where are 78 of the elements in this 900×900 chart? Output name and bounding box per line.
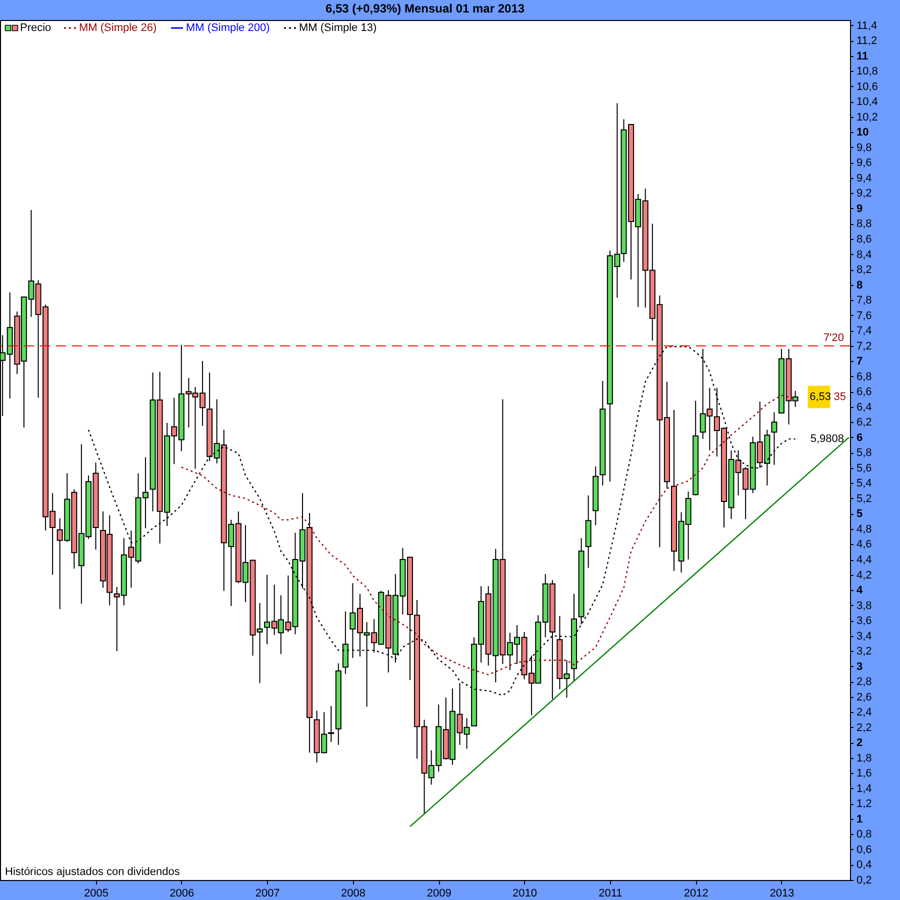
y-tick-label: 4,4	[856, 554, 872, 566]
y-tick-label: 0,2	[856, 874, 872, 886]
ref-line-label: 7'20	[824, 332, 844, 344]
candlestick	[342, 610, 348, 674]
x-tick-label: 2005	[84, 888, 108, 900]
y-tick-label: 5,2	[856, 492, 872, 505]
x-tick-label: 2009	[426, 888, 452, 900]
y-tick-label: 3,2	[856, 646, 872, 658]
y-tick-label: 6,8	[856, 370, 872, 383]
y-tick-label: 1,2	[856, 798, 872, 810]
y-tick-label: 0,8	[856, 828, 872, 841]
legend-label: MM (Simple 200)	[186, 22, 270, 34]
y-tick-label: 10,4	[856, 96, 878, 108]
legend-label: MM (Simple 26)	[79, 22, 157, 34]
x-tick-label: 2010	[512, 888, 538, 900]
y-tick-label: 10,2	[856, 111, 878, 124]
x-tick-label: 2013	[770, 888, 794, 900]
annotation: 35	[834, 390, 846, 403]
y-tick-label: 8,8	[856, 218, 872, 230]
y-tick-label: 0,6	[856, 844, 872, 856]
y-tick-label: 9,2	[856, 188, 872, 200]
y-tick-label: 10	[856, 126, 869, 139]
y-tick-label: 1,4	[856, 782, 872, 795]
y-tick-label: 9,8	[856, 142, 872, 154]
y-tick-label: 2,6	[856, 691, 872, 704]
y-tick-label: 6,4	[856, 401, 872, 414]
y-tick-label: 8,4	[856, 248, 872, 261]
y-tick-label: 7	[856, 356, 863, 368]
y-tick-label: 3,6	[856, 615, 872, 628]
y-tick-label: 1,8	[856, 752, 872, 764]
chart-title: 6,53 (+0,93%) Mensual 01 mar 2013	[325, 1, 525, 16]
candlestick	[328, 706, 334, 742]
legend-label: MM (Simple 13)	[299, 22, 377, 34]
y-tick-label: 3,4	[856, 630, 872, 642]
y-tick-label: 11,2	[856, 35, 878, 48]
y-tick-label: 5,4	[856, 478, 872, 490]
y-tick-label: 4,6	[856, 538, 872, 551]
y-tick-label: 4,8	[856, 523, 872, 536]
y-tick-label: 9,6	[856, 157, 872, 170]
y-tick-label: 11	[856, 50, 868, 62]
y-tick-label: 7,2	[856, 340, 872, 352]
y-tick-label: 5	[856, 508, 863, 520]
y-tick-label: 8,2	[856, 264, 872, 276]
y-tick-label: 4	[856, 584, 864, 597]
x-tick-label: 2008	[340, 888, 366, 900]
y-tick-label: 9,4	[856, 172, 872, 184]
x-tick-label: 2011	[598, 888, 622, 900]
y-tick-label: 7,8	[856, 294, 872, 307]
y-tick-label: 6	[856, 432, 863, 444]
y-tick-label: 11,4	[856, 20, 878, 32]
y-tick-label: 2,4	[856, 706, 872, 719]
y-tick-label: 6,6	[856, 386, 872, 398]
y-tick-label: 1,6	[856, 768, 872, 780]
y-tick-label: 6,2	[856, 416, 872, 429]
y-tick-label: 10,8	[856, 66, 878, 78]
x-tick-label: 2007	[255, 888, 280, 900]
candlestick	[771, 412, 778, 466]
y-tick-label: 4,2	[856, 569, 872, 582]
y-tick-label: 8,6	[856, 234, 872, 246]
y-tick-label: 0,4	[856, 859, 872, 872]
x-tick-label: 2006	[170, 888, 194, 900]
y-tick-label: 10,6	[856, 80, 878, 93]
y-tick-label: 5,8	[856, 447, 872, 460]
data-label: 5,9808	[810, 432, 844, 445]
y-tick-label: 3,8	[856, 600, 872, 612]
y-tick-label: 3	[856, 660, 863, 673]
y-tick-label: 9	[856, 202, 863, 215]
y-tick-label: 5,6	[856, 462, 872, 474]
x-tick-label: 2012	[684, 888, 708, 900]
y-tick-label: 8	[856, 279, 863, 292]
annotation: Históricos ajustados con dividendos	[5, 866, 180, 878]
y-tick-label: 7,4	[856, 325, 872, 338]
y-tick-label: 2,8	[856, 676, 872, 688]
y-tick-label: 7,6	[856, 310, 872, 322]
y-tick-label: 2	[856, 737, 863, 750]
y-tick-label: 1	[856, 813, 863, 826]
legend-label: Precio	[20, 22, 52, 34]
y-tick-label: 2,2	[856, 722, 872, 734]
